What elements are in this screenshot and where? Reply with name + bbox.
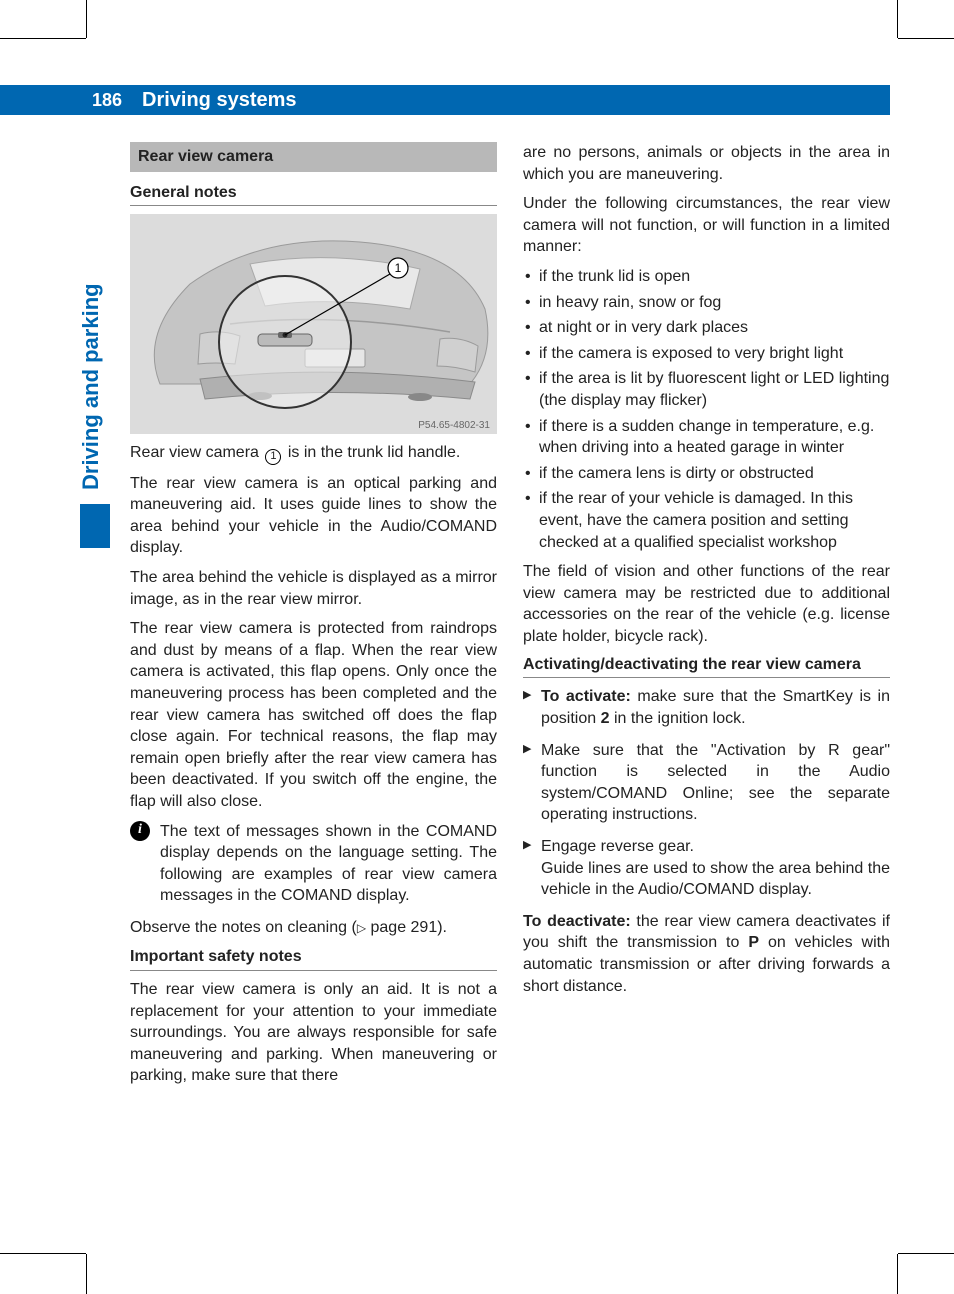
body-paragraph: The rear view camera is an optical parki… (130, 473, 497, 559)
crop-mark (0, 38, 86, 39)
figure-rear-view-camera: 1 P54.65-4802-31 (130, 214, 497, 434)
body-paragraph: The area behind the vehicle is displayed… (130, 567, 497, 610)
content-area: Rear view camera General notes (130, 142, 890, 1095)
limitations-list: if the trunk lid is open in heavy rain, … (523, 266, 890, 553)
list-item: if the area is lit by fluorescent light … (523, 368, 890, 411)
ref-arrow-icon: ▷ (357, 921, 366, 935)
body-paragraph: Under the following circumstances, the r… (523, 193, 890, 258)
crop-mark (0, 1253, 86, 1254)
body-paragraph: The field of vision and other functions … (523, 561, 890, 647)
info-note: i The text of messages shown in the COMA… (130, 821, 497, 907)
observe-note: Observe the notes on cleaning (▷ page 29… (130, 917, 497, 939)
step-item: Engage reverse gear. Guide lines are use… (523, 836, 890, 901)
crop-mark (86, 0, 87, 38)
info-text: The text of messages shown in the COMAND… (160, 821, 497, 907)
body-paragraph: The rear view camera is protected from r… (130, 618, 497, 812)
callout-1: 1 (265, 449, 281, 465)
page-header: 186 Driving systems (0, 85, 890, 115)
page-title: Driving systems (130, 85, 890, 115)
figure-caption: Rear view camera 1 is in the trunk lid h… (130, 442, 497, 464)
info-icon: i (130, 821, 152, 907)
list-item: at night or in very dark places (523, 317, 890, 339)
step-item: To activate: make sure that the SmartKey… (523, 686, 890, 729)
crop-mark (897, 0, 898, 38)
crop-mark (86, 1254, 87, 1294)
list-item: if there is a sudden change in temperatu… (523, 416, 890, 459)
crop-mark (898, 38, 954, 39)
sub-heading-safety: Important safety notes (130, 946, 497, 971)
side-tab-marker (80, 504, 110, 548)
list-item: in heavy rain, snow or fog (523, 292, 890, 314)
activate-steps: To activate: make sure that the SmartKey… (523, 686, 890, 900)
list-item: if the trunk lid is open (523, 266, 890, 288)
left-column: Rear view camera General notes (130, 142, 497, 1095)
list-item: if the camera is exposed to very bright … (523, 343, 890, 365)
list-item: if the rear of your vehicle is damaged. … (523, 488, 890, 553)
page-number: 186 (0, 85, 130, 115)
crop-mark (897, 1254, 898, 1294)
car-illustration: 1 P54.65-4802-31 (130, 214, 497, 434)
step-item: Make sure that the "Activation by R gear… (523, 740, 890, 826)
svg-text:1: 1 (395, 261, 402, 275)
body-paragraph: The rear view camera is only an aid. It … (130, 979, 497, 1087)
sub-heading-activate: Activating/deactivating the rear view ca… (523, 655, 890, 678)
page: 186 Driving systems Driving and parking … (0, 0, 954, 1294)
body-paragraph: are no persons, animals or objects in th… (523, 142, 890, 185)
sub-heading-general: General notes (130, 182, 497, 207)
section-heading: Rear view camera (130, 142, 497, 172)
figure-code: P54.65-4802-31 (418, 420, 490, 431)
deactivate-paragraph: To deactivate: the rear view camera deac… (523, 911, 890, 997)
side-tab-label: Driving and parking (78, 283, 104, 490)
list-item: if the camera lens is dirty or obstructe… (523, 463, 890, 485)
right-column: are no persons, animals or objects in th… (523, 142, 890, 1095)
crop-mark (898, 1253, 954, 1254)
